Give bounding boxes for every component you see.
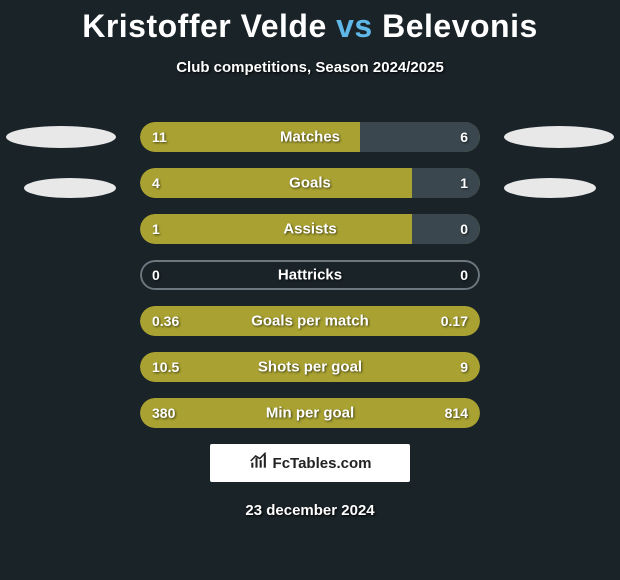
brand-box: FcTables.com	[210, 444, 410, 482]
page-title: Kristoffer Velde vs Belevonis	[0, 0, 620, 45]
bar-label: Goals per match	[251, 313, 369, 330]
stat-bar-row: 0 0 Hattricks	[140, 260, 480, 290]
bar-value-right: 0	[460, 221, 468, 237]
bar-value-right: 9	[460, 359, 468, 375]
brand-text: FcTables.com	[273, 455, 372, 472]
bar-value-right: 0.17	[441, 313, 468, 329]
bar-value-left: 4	[152, 175, 160, 191]
bar-value-left: 11	[152, 129, 167, 145]
stat-bar-row: 10.5 9 Shots per goal	[140, 352, 480, 382]
stat-bar-row: 380 814 Min per goal	[140, 398, 480, 428]
bar-label: Goals	[289, 175, 331, 192]
bar-value-left: 380	[152, 405, 175, 421]
stat-bar-row: 11 6 Matches	[140, 122, 480, 152]
decorative-ellipse	[24, 178, 116, 198]
bar-value-right: 1	[460, 175, 468, 191]
bar-label: Shots per goal	[258, 359, 362, 376]
bar-chart-icon	[249, 451, 269, 476]
bar-label: Hattricks	[278, 267, 342, 284]
decorative-ellipse	[6, 126, 116, 148]
bar-value-right: 814	[445, 405, 468, 421]
bar-label: Matches	[280, 129, 340, 146]
stat-bar-row: 4 1 Goals	[140, 168, 480, 198]
bar-value-right: 0	[460, 267, 468, 283]
comparison-bars: 11 6 Matches 4 1 Goals 1 0 Assists 0 0 Hattricks 0.3…	[140, 122, 480, 444]
bar-label: Min per goal	[266, 405, 354, 422]
bar-value-left: 10.5	[152, 359, 179, 375]
date-text: 23 december 2024	[245, 502, 374, 519]
title-right-player: Belevonis	[382, 8, 538, 44]
stat-bar-row: 1 0 Assists	[140, 214, 480, 244]
bar-right-fill	[412, 214, 480, 244]
subtitle: Club competitions, Season 2024/2025	[0, 59, 620, 76]
bar-value-left: 0.36	[152, 313, 179, 329]
stat-bar-row: 0.36 0.17 Goals per match	[140, 306, 480, 336]
title-left-player: Kristoffer Velde	[82, 8, 327, 44]
bar-value-right: 6	[460, 129, 468, 145]
decorative-ellipse	[504, 178, 596, 198]
bar-value-left: 1	[152, 221, 160, 237]
title-vs: vs	[336, 8, 373, 44]
bar-label: Assists	[283, 221, 336, 238]
decorative-ellipse	[504, 126, 614, 148]
bar-right-fill	[412, 168, 480, 198]
bar-value-left: 0	[152, 267, 160, 283]
